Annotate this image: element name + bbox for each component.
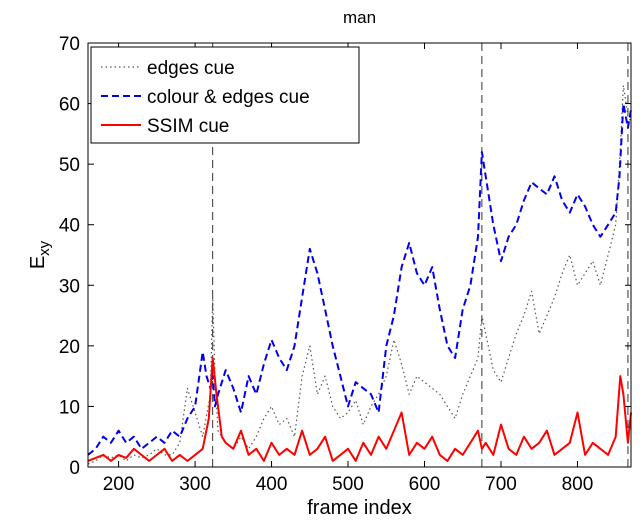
y-tick-label-60: 60 [59, 95, 80, 116]
x-tick-label-600: 600 [409, 474, 441, 495]
y-tick-label-50: 50 [59, 155, 80, 176]
y-tick-label-70: 70 [59, 34, 80, 55]
x-tick-label-200: 200 [103, 474, 135, 495]
x-tick-label-300: 300 [179, 474, 211, 495]
series-group [87, 84, 632, 465]
y-axis-ticks: 0 10 20 30 40 50 60 70 [59, 34, 631, 479]
legend-label-1: colour & edges cue [147, 87, 310, 108]
x-axis-label: frame index [307, 497, 412, 519]
y-tick-label-0: 0 [69, 458, 80, 479]
plot-frame [87, 42, 632, 468]
legend: edges cue colour & edges cue SSIM cue [90, 46, 360, 144]
chart-title: man [343, 8, 376, 27]
y-axis-label-main: E [27, 256, 49, 269]
y-tick-label-20: 20 [59, 337, 80, 358]
series-line-1 [87, 102, 632, 456]
legend-label-0: edges cue [147, 58, 235, 79]
legend-label-2: SSIM cue [147, 116, 229, 137]
y-tick-label-30: 30 [59, 276, 80, 297]
x-tick-label-800: 800 [562, 474, 594, 495]
y-axis-label-sub: xy [36, 240, 53, 256]
x-tick-label-700: 700 [485, 474, 517, 495]
y-axis-label: Exy [27, 240, 53, 269]
y-tick-label-40: 40 [59, 216, 80, 237]
series-line-2 [87, 357, 632, 462]
y-tick-label-10: 10 [59, 397, 80, 418]
x-tick-label-400: 400 [256, 474, 288, 495]
x-axis-ticks: 200 300 400 500 600 700 800 [103, 43, 594, 495]
x-tick-label-500: 500 [332, 474, 364, 495]
